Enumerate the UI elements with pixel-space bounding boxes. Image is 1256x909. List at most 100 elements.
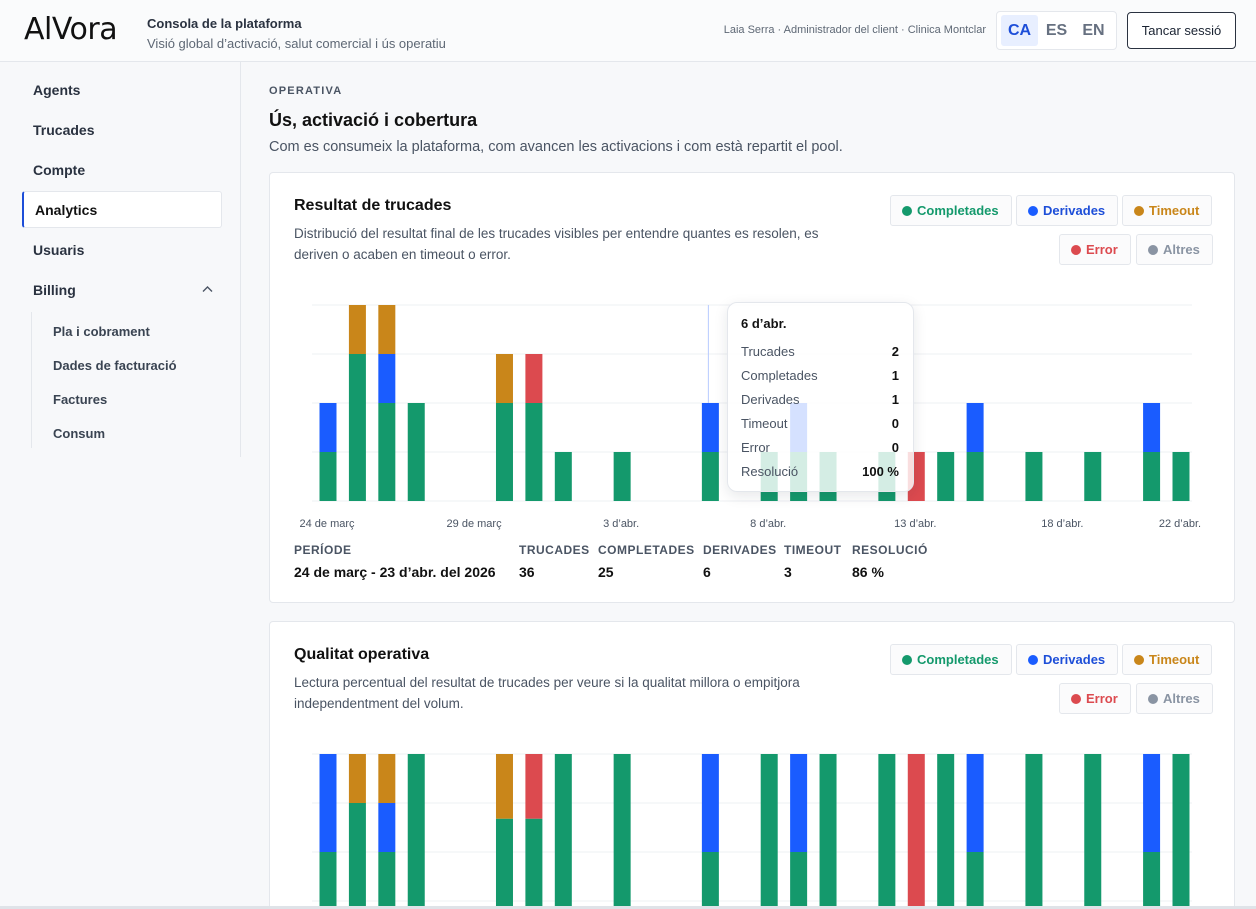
brand-logo[interactable]: AlVora bbox=[24, 12, 118, 47]
bar-completades[interactable] bbox=[1143, 452, 1161, 501]
bar-completades[interactable] bbox=[966, 852, 984, 909]
legend-altres[interactable]: Altres bbox=[1136, 683, 1213, 714]
tooltip-row-value: 1 bbox=[891, 368, 899, 383]
stat-value-timeout: 3 bbox=[784, 564, 792, 580]
bar-derivades[interactable] bbox=[966, 403, 984, 452]
bar-derivades[interactable] bbox=[966, 754, 984, 852]
bar-timeout[interactable] bbox=[378, 754, 396, 803]
sidebar-subitem-consum[interactable]: Consum bbox=[53, 426, 105, 441]
bar-completades[interactable] bbox=[378, 403, 396, 501]
chevron-up-icon[interactable] bbox=[202, 284, 213, 295]
bar-completades[interactable] bbox=[1084, 754, 1102, 909]
legend-timeout[interactable]: Timeout bbox=[1122, 644, 1213, 675]
bar-completades[interactable] bbox=[966, 452, 984, 501]
lang-en-button[interactable]: EN bbox=[1082, 22, 1105, 39]
card-title: Qualitat operativa bbox=[294, 646, 430, 663]
bar-completades[interactable] bbox=[613, 452, 631, 501]
bar-completades[interactable] bbox=[495, 403, 513, 501]
tooltip-row-value: 0 bbox=[891, 440, 899, 455]
legend-error[interactable]: Error bbox=[1059, 234, 1131, 265]
sidebar-subitem-pla[interactable]: Pla i cobrament bbox=[53, 324, 150, 339]
legend-timeout[interactable]: Timeout bbox=[1122, 195, 1213, 226]
sidebar-item-billing[interactable]: Billing bbox=[33, 282, 76, 298]
bar-completades[interactable] bbox=[407, 403, 425, 501]
card-title: Resultat de trucades bbox=[294, 197, 452, 214]
bar-completades[interactable] bbox=[1025, 754, 1043, 909]
sidebar-item-analytics[interactable]: Analytics bbox=[22, 191, 222, 228]
logout-button[interactable]: Tancar sessió bbox=[1127, 12, 1236, 49]
bar-completades[interactable] bbox=[525, 818, 543, 909]
bar-completades[interactable] bbox=[819, 754, 837, 909]
bar-derivades[interactable] bbox=[319, 754, 337, 852]
legend-dot bbox=[902, 206, 912, 216]
bar-completades[interactable] bbox=[878, 754, 896, 909]
sidebar-item-agents[interactable]: Agents bbox=[33, 82, 81, 98]
tooltip-row: Resolució 100 % bbox=[741, 464, 899, 479]
stat-value-trucades: 36 bbox=[519, 564, 535, 580]
legend-derivades[interactable]: Derivades bbox=[1016, 195, 1119, 226]
bar-completades[interactable] bbox=[937, 754, 955, 909]
bar-completades[interactable] bbox=[1143, 852, 1161, 909]
bar-derivades[interactable] bbox=[701, 754, 719, 852]
sidebar-item-compte[interactable]: Compte bbox=[33, 162, 86, 178]
legend-completades[interactable]: Completades bbox=[890, 195, 1012, 226]
tooltip-row: Derivades 1 bbox=[741, 392, 899, 407]
bar-derivades[interactable] bbox=[378, 354, 396, 403]
bar-completades[interactable] bbox=[1172, 754, 1190, 909]
top-bar: AlVora Consola de la plataforma Visió gl… bbox=[0, 0, 1256, 62]
bar-completades[interactable] bbox=[525, 403, 543, 501]
bar-completades[interactable] bbox=[701, 452, 719, 501]
legend-derivades[interactable]: Derivades bbox=[1016, 644, 1119, 675]
sidebar: Agents Trucades Compte Analytics Usuaris… bbox=[0, 62, 241, 457]
bar-completades[interactable] bbox=[554, 754, 572, 909]
bar-error[interactable] bbox=[525, 354, 543, 403]
tooltip-row-label: Error bbox=[741, 440, 770, 455]
bar-derivades[interactable] bbox=[319, 403, 337, 452]
bar-completades[interactable] bbox=[495, 818, 513, 909]
sidebar-item-trucades[interactable]: Trucades bbox=[33, 122, 95, 138]
lang-ca-button[interactable]: CA bbox=[1001, 15, 1038, 46]
bar-timeout[interactable] bbox=[348, 305, 366, 354]
quality-chart[interactable] bbox=[270, 622, 1236, 909]
bar-completades[interactable] bbox=[348, 803, 366, 909]
bar-completades[interactable] bbox=[613, 754, 631, 909]
bar-completades[interactable] bbox=[319, 452, 337, 501]
legend-altres[interactable]: Altres bbox=[1136, 234, 1213, 265]
bar-completades[interactable] bbox=[760, 754, 778, 909]
tooltip-row-label: Resolució bbox=[741, 464, 799, 479]
bar-derivades[interactable] bbox=[1143, 403, 1161, 452]
lang-es-button[interactable]: ES bbox=[1045, 22, 1068, 39]
sidebar-subitem-dades[interactable]: Dades de facturació bbox=[53, 358, 177, 373]
stat-value-completades: 25 bbox=[598, 564, 614, 580]
bar-derivades[interactable] bbox=[701, 403, 719, 452]
sidebar-item-usuaris[interactable]: Usuaris bbox=[33, 242, 85, 258]
bar-timeout[interactable] bbox=[495, 754, 513, 819]
bar-completades[interactable] bbox=[378, 852, 396, 909]
bar-timeout[interactable] bbox=[378, 305, 396, 354]
bar-error[interactable] bbox=[907, 754, 925, 909]
bar-derivades[interactable] bbox=[1143, 754, 1161, 852]
tooltip-title: 6 d’abr. bbox=[741, 316, 787, 331]
bar-completades[interactable] bbox=[1172, 452, 1190, 501]
bar-completades[interactable] bbox=[319, 852, 337, 909]
bar-completades[interactable] bbox=[1025, 452, 1043, 501]
section-eyebrow: OPERATIVA bbox=[269, 85, 343, 97]
bar-completades[interactable] bbox=[348, 354, 366, 501]
bar-derivades[interactable] bbox=[790, 754, 808, 852]
bar-completades[interactable] bbox=[1084, 452, 1102, 501]
x-tick-label: 13 d’abr. bbox=[894, 518, 936, 530]
legend-error[interactable]: Error bbox=[1059, 683, 1131, 714]
stat-label-completades: COMPLETADES bbox=[598, 543, 695, 557]
bar-timeout[interactable] bbox=[495, 354, 513, 403]
bar-derivades[interactable] bbox=[378, 803, 396, 852]
bar-completades[interactable] bbox=[554, 452, 572, 501]
bar-completades[interactable] bbox=[701, 852, 719, 909]
bar-completades[interactable] bbox=[937, 452, 955, 501]
bar-timeout[interactable] bbox=[348, 754, 366, 803]
bar-error[interactable] bbox=[525, 754, 543, 819]
sidebar-subitem-factures[interactable]: Factures bbox=[53, 392, 108, 407]
chart-tooltip: 6 d’abr. Trucades 2 Completades 1 Derivade… bbox=[727, 302, 914, 492]
legend-completades[interactable]: Completades bbox=[890, 644, 1012, 675]
bar-completades[interactable] bbox=[407, 754, 425, 909]
bar-completades[interactable] bbox=[790, 852, 808, 909]
